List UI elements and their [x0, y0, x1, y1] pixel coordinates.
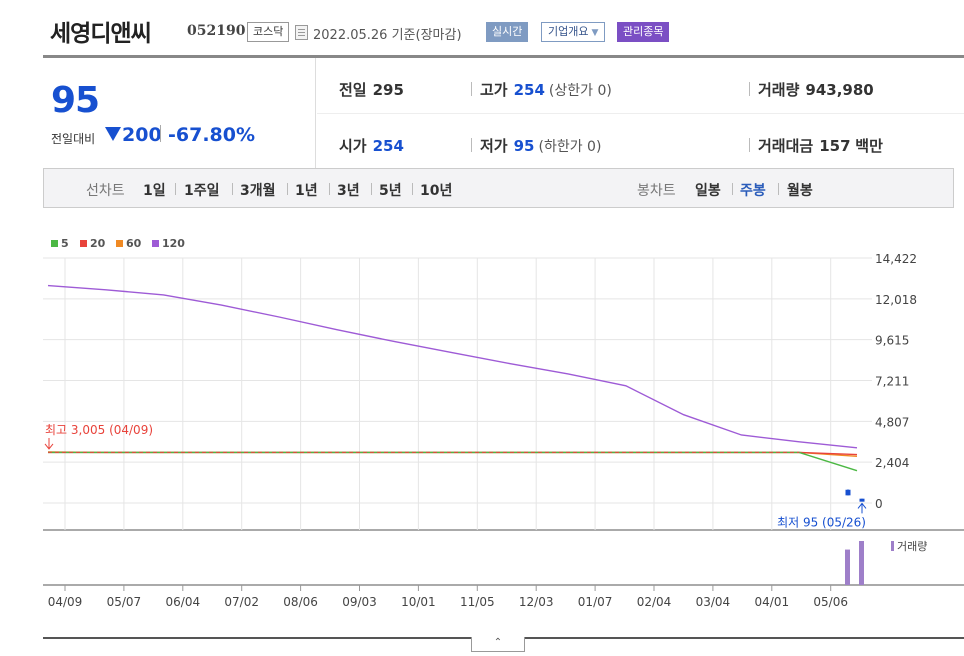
chart-range-bar: 선차트 1일 1주일 3개월 1년 3년 5년 10년 봉차트 일봉 주봉 월봉	[43, 168, 954, 208]
change-amount: 200	[122, 124, 162, 146]
change-rate: -67.80%	[168, 124, 256, 146]
x-tick-label: 12/03	[519, 595, 554, 609]
range-5y[interactable]: 5년	[379, 183, 402, 199]
legend-label: 120	[162, 237, 185, 250]
x-tick-label: 09/03	[342, 595, 377, 609]
volume-legend-label: 거래량	[897, 540, 927, 553]
legend-swatch	[51, 240, 58, 247]
open-price: 시가 254	[339, 137, 404, 155]
x-tick-label: 01/07	[578, 595, 613, 609]
line-chart-label: 선차트	[86, 183, 125, 199]
change-label: 전일대비	[51, 132, 96, 146]
legend-swatch	[80, 240, 87, 247]
x-tick-label: 02/04	[637, 595, 672, 609]
x-tick-label: 07/02	[224, 595, 259, 609]
candle-weekly[interactable]: 주봉	[740, 183, 766, 199]
y-tick-label: 9,615	[875, 334, 909, 348]
y-tick-label: 4,807	[875, 415, 909, 429]
candle-body	[859, 498, 865, 502]
ma-line-5	[48, 451, 858, 472]
stock-header: 세영디앤씨 052190 코스닥 2022.05.26 기준(장마감) 실시간 …	[0, 0, 964, 56]
x-tick-label: 06/04	[166, 595, 201, 609]
volume: 거래량 943,980	[758, 81, 874, 99]
low-price: 저가 95 (하한가 0)	[480, 137, 602, 155]
x-tick-label: 04/09	[48, 595, 83, 609]
current-price: 95	[51, 80, 100, 121]
candle-monthly[interactable]: 월봉	[787, 183, 813, 199]
legend-label: 20	[90, 237, 106, 250]
realtime-button[interactable]: 실시간	[486, 22, 529, 42]
current-price-box: 95 전일대비 200 -67.80%	[43, 58, 316, 168]
candle-daily[interactable]: 일봉	[695, 183, 721, 199]
prev-close: 전일 295	[339, 81, 404, 99]
ma-line-120	[47, 284, 858, 449]
down-arrow-icon	[105, 127, 121, 141]
high-annotation: 최고 3,005 (04/09)	[45, 423, 153, 437]
volume-bar	[845, 549, 850, 585]
collapse-chart-button[interactable]: ⌃	[471, 637, 525, 652]
quote-date: 2022.05.26 기준(장마감)	[313, 28, 462, 43]
range-1w[interactable]: 1주일	[184, 183, 220, 199]
range-1y[interactable]: 1년	[295, 183, 318, 199]
document-icon	[295, 25, 308, 40]
volume-legend-swatch	[891, 541, 894, 551]
y-tick-label: 14,422	[875, 252, 917, 266]
x-tick-label: 03/04	[696, 595, 731, 609]
low-arrow-head	[857, 502, 867, 509]
x-tick-label: 08/06	[283, 595, 318, 609]
managed-stock-badge[interactable]: 관리종목	[617, 22, 670, 42]
legend-label: 60	[126, 237, 142, 250]
x-tick-label: 10/01	[401, 595, 436, 609]
x-tick-label: 05/07	[107, 595, 142, 609]
high-price: 고가 254 (상한가 0)	[480, 81, 612, 99]
range-3m[interactable]: 3개월	[240, 183, 276, 199]
range-10y[interactable]: 10년	[420, 183, 453, 199]
chart-canvas[interactable]: 5 20 60 120 04/09 05/07 06/04 07/02 08/06 09/03 10…	[43, 208, 964, 638]
y-tick-label: 2,404	[875, 456, 909, 470]
x-tick-label: 05/06	[813, 595, 848, 609]
legend-label: 5	[61, 237, 69, 250]
quote-panel: 95 전일대비 200 -67.80% 전일 295 고가 254 (상한가 0) 거…	[43, 55, 964, 168]
trade-amount: 거래대금 157 백만	[758, 137, 883, 155]
volume-bar	[859, 541, 864, 585]
low-annotation: 최저 95 (05/26)	[777, 515, 866, 529]
price-chart[interactable]: 5 20 60 120 04/09 05/07 06/04 07/02 08/06 09/03 10…	[43, 208, 964, 638]
x-tick-label: 11/05	[460, 595, 495, 609]
chevron-up-icon: ⌃	[493, 637, 503, 648]
range-1d[interactable]: 1일	[143, 183, 166, 199]
range-3y[interactable]: 3년	[337, 183, 360, 199]
chevron-down-icon: ▼	[591, 28, 599, 38]
stock-code: 052190	[187, 23, 246, 39]
x-tick-label: 04/01	[755, 595, 790, 609]
high-arrow-head	[44, 443, 54, 450]
y-tick-label: 7,211	[875, 375, 909, 389]
y-tick-label: 0	[875, 497, 883, 511]
market-tag: 코스닥	[247, 22, 290, 42]
candle-chart-label: 봉차트	[637, 183, 676, 199]
company-overview-button[interactable]: 기업개요 ▼	[541, 22, 606, 42]
legend-swatch	[116, 240, 123, 247]
y-tick-label: 12,018	[875, 293, 917, 307]
legend-swatch	[152, 240, 159, 247]
company-name: 세영디앤씨	[50, 21, 152, 47]
candle-body	[845, 489, 851, 496]
